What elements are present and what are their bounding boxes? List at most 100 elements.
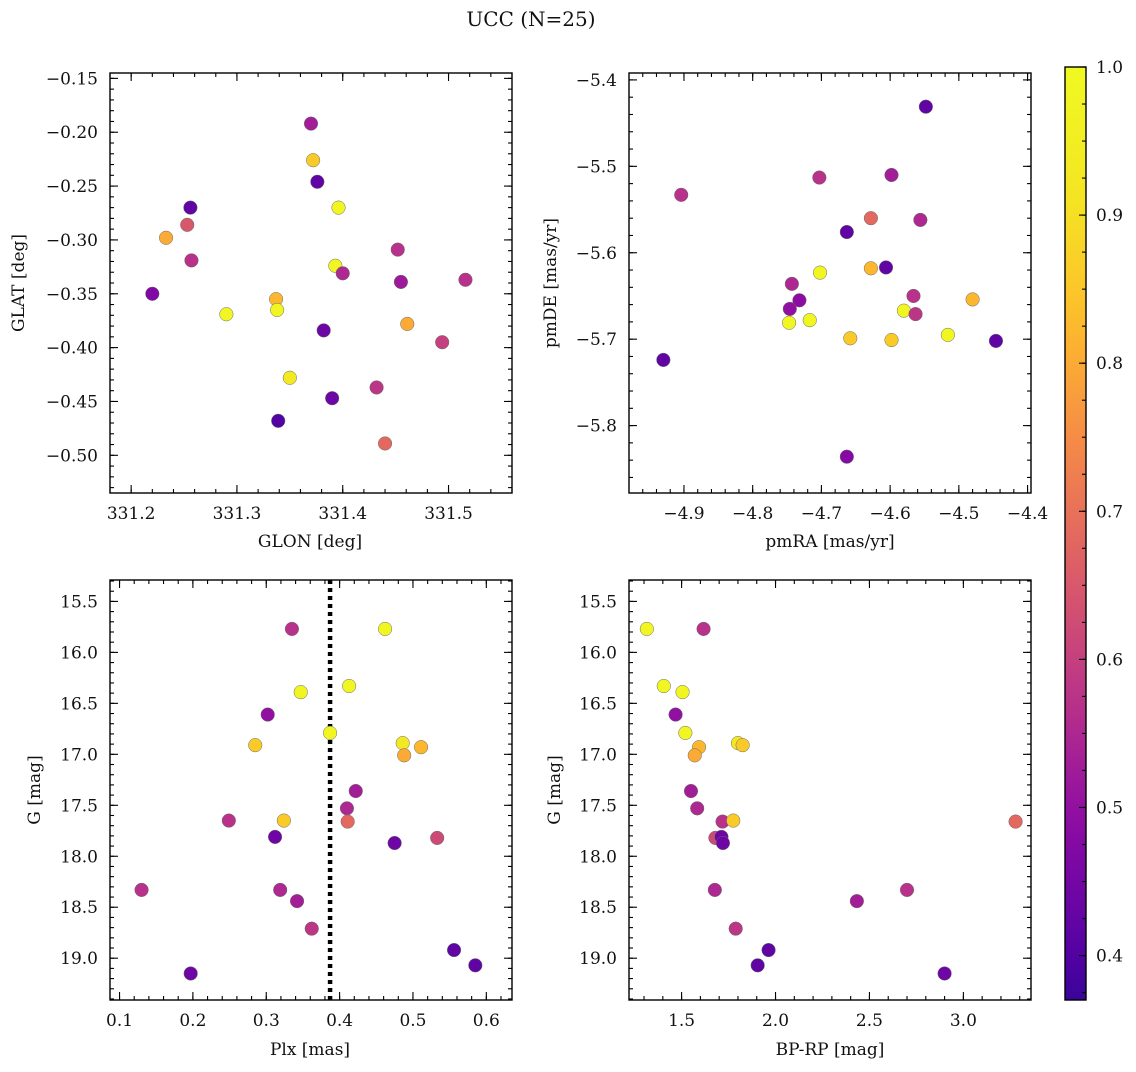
data-point: [219, 307, 234, 322]
x-tick-label: 3.0: [950, 1011, 977, 1031]
data-point: [271, 413, 286, 428]
data-point: [668, 707, 683, 722]
axes-frame: [109, 579, 513, 1001]
y-axis-label: G [mag]: [25, 755, 45, 824]
data-point: [656, 678, 671, 694]
data-point: [940, 327, 955, 342]
data-point: [878, 260, 894, 275]
x-axis-label: BP-RP [mag]: [776, 1040, 885, 1060]
data-point: [761, 942, 776, 958]
y-axis-label: pmDE [mas/yr]: [541, 218, 561, 348]
x-tick-label: 0.6: [473, 1011, 500, 1031]
data-point: [458, 272, 473, 287]
y-tick-label: 15.5: [60, 592, 98, 612]
y-tick-label: −0.35: [46, 285, 98, 305]
data-point: [782, 301, 797, 316]
y-tick-label: 17.0: [579, 745, 617, 765]
x-tick-label: 2.0: [762, 1011, 789, 1031]
data-point: [884, 167, 899, 183]
data-point: [282, 370, 297, 385]
data-point: [335, 266, 350, 281]
data-point: [913, 212, 928, 227]
data-point: [812, 170, 827, 185]
data-point: [184, 253, 199, 268]
x-tick-label: −4.9: [663, 504, 704, 524]
colorbar-tick-label: 0.9: [1096, 206, 1123, 226]
data-point: [908, 307, 923, 322]
axes-frame: [628, 579, 1032, 1001]
x-tick-label: 0.3: [253, 1011, 280, 1031]
x-tick-label: 331.3: [213, 504, 262, 524]
y-tick-label: −5.5: [576, 157, 617, 177]
data-point: [293, 685, 308, 700]
data-point: [316, 323, 331, 338]
data-point: [395, 736, 410, 751]
data-point: [750, 958, 765, 973]
data-point: [325, 391, 340, 406]
data-point: [863, 261, 878, 276]
y-axis-label: G [mag]: [545, 755, 565, 824]
data-point: [446, 942, 462, 958]
data-point: [183, 966, 198, 981]
data-point: [331, 200, 346, 215]
y-axis-label: GLAT [deg]: [9, 234, 29, 332]
x-tick-label: 2.5: [856, 1011, 883, 1031]
data-point: [690, 801, 705, 816]
x-tick-label: 0.5: [399, 1011, 426, 1031]
x-tick-label: 331.5: [424, 504, 473, 524]
data-point: [270, 302, 285, 317]
y-tick-label: 18.5: [579, 898, 617, 918]
data-point: [839, 449, 854, 464]
x-tick-label: −4.8: [732, 504, 773, 524]
data-point: [323, 725, 338, 740]
data-point: [839, 224, 854, 240]
y-tick-label: −0.20: [46, 123, 98, 143]
data-point: [728, 921, 743, 936]
data-point: [707, 882, 722, 897]
data-point: [696, 621, 711, 636]
data-point: [340, 814, 355, 829]
data-point: [378, 436, 393, 451]
colorbar: 0.4 0.5 0.6 0.7 0.8 0.9 1.0: [1064, 58, 1123, 1001]
y-tick-label: −5.6: [576, 244, 617, 264]
y-tick-label: 18.5: [60, 898, 98, 918]
data-point: [145, 286, 160, 301]
x-tick-label: −4.7: [801, 504, 842, 524]
axes-frame: [628, 72, 1032, 494]
data-point: [843, 331, 858, 346]
data-point: [656, 352, 671, 367]
data-point: [683, 783, 699, 799]
x-axis-label: Plx [mas]: [270, 1040, 350, 1060]
figure-title: UCC (N=25): [466, 7, 595, 31]
y-tick-label: 17.5: [579, 796, 617, 816]
subplot-3: 0.1 0.2 0.3 0.4 0.5 0.6 15.5 16.0 16.5 17.0 17.5 18…: [25, 579, 513, 1060]
colorbar-tick-label: 0.7: [1096, 502, 1123, 522]
subplot-2: −4.9 −4.8 −4.7 −4.6 −4.5 −4.4 −5.8 −5.7 −5.6 −5.5…: [541, 71, 1048, 552]
data-point: [276, 813, 291, 828]
colorbar-frame: [1064, 66, 1087, 1001]
data-point: [468, 958, 483, 973]
data-point: [678, 725, 693, 740]
data-point: [884, 332, 899, 348]
x-tick-label: 0.1: [106, 1011, 133, 1031]
data-point: [726, 813, 741, 828]
data-point: [675, 685, 690, 700]
colorbar-tick-label: 0.4: [1096, 947, 1123, 967]
y-tick-label: −0.25: [46, 177, 98, 197]
y-tick-label: −5.8: [576, 417, 617, 437]
x-tick-label: −4.4: [1007, 504, 1048, 524]
data-point: [248, 738, 263, 753]
data-point: [792, 293, 807, 308]
y-tick-label: −5.7: [576, 330, 617, 350]
data-point: [430, 830, 445, 845]
data-point: [784, 276, 799, 291]
data-point: [937, 966, 952, 981]
x-tick-label: 0.2: [179, 1011, 206, 1031]
data-point: [159, 230, 174, 245]
data-point: [906, 288, 921, 304]
y-tick-label: 17.0: [60, 745, 98, 765]
data-point: [397, 748, 412, 763]
data-point: [342, 678, 357, 694]
x-tick-label: −4.5: [938, 504, 979, 524]
data-point: [387, 835, 402, 851]
